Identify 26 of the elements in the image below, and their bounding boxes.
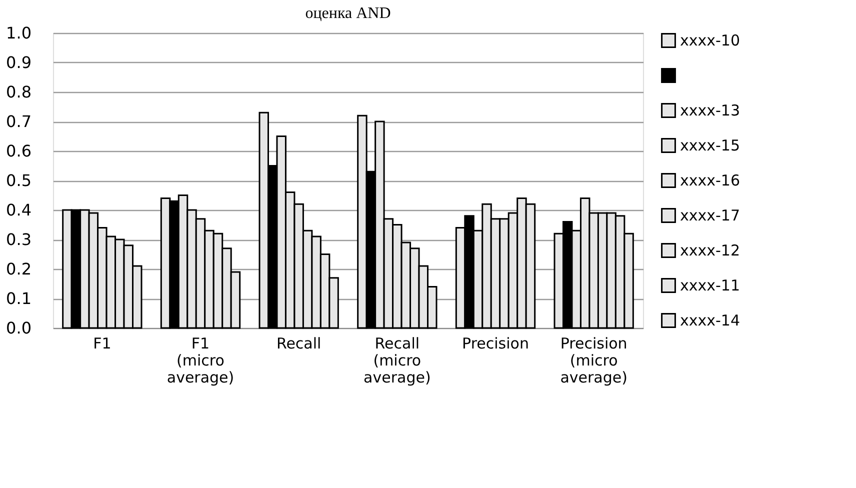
x-tick-label: Precision (micro average): [560, 334, 628, 386]
y-tick-label: 0.8: [6, 82, 32, 102]
x-tick-label: Recall: [276, 334, 322, 352]
y-tick-label: 1.0: [6, 24, 32, 42]
y-tick-label: 0.9: [6, 53, 32, 72]
x-tick-label: F1: [93, 334, 112, 352]
legend-label: xxxx-16: [680, 172, 740, 190]
y-tick-label: 0.0: [6, 318, 32, 338]
x-tick-label: F1 (micro average): [166, 334, 234, 386]
legend-label: xxxx-12: [680, 242, 740, 260]
legend-label: xxxx-10: [680, 32, 740, 50]
y-tick-label: 0.3: [6, 230, 32, 249]
y-tick-label: 0.4: [6, 200, 32, 220]
y-tick-label: 0.1: [6, 289, 32, 308]
legend-label: xxxx-13: [680, 102, 740, 120]
y-tick-label: 0.5: [6, 171, 32, 190]
x-tick-label: Precision: [462, 334, 529, 352]
legend-label: xxxx-11: [680, 276, 740, 294]
legend-label: xxxx-14: [680, 312, 740, 330]
legend-label: xxxx-15: [680, 136, 740, 154]
legend-label: xxxx-17: [680, 206, 740, 224]
y-tick-label: 0.7: [6, 112, 32, 131]
y-tick-label: 0.6: [6, 142, 32, 160]
chart-title: оценка AND: [305, 5, 391, 22]
x-tick-label: Recall (micro average): [364, 334, 431, 386]
y-tick-label: 0.2: [6, 260, 32, 278]
